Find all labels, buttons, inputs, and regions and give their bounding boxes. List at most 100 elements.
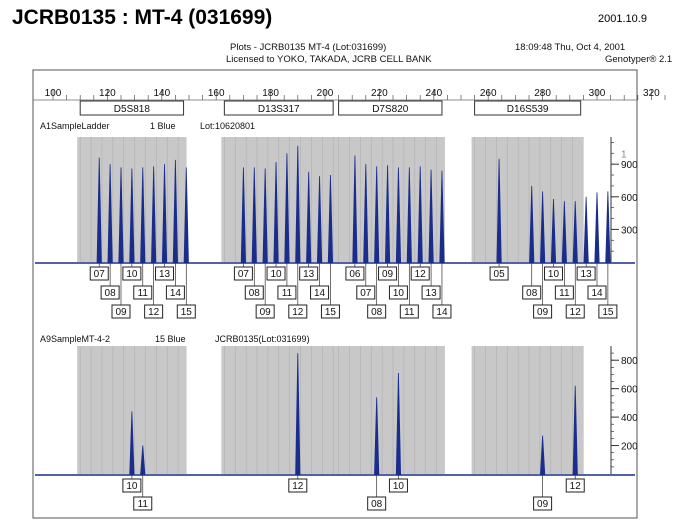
lot-label: JCRB0135(Lot:031699) <box>215 334 310 344</box>
allele-box <box>320 304 340 319</box>
allele-label: 14 <box>436 307 448 318</box>
license-text: Licensed to YOKO, TAKADA, JCRB CELL BANK <box>226 54 432 65</box>
timestamp: 18:09:48 Thu, Oct 4, 2001 <box>515 42 626 53</box>
allele-box <box>155 266 175 281</box>
allele-box <box>144 304 164 319</box>
allele-label: 07 <box>238 269 250 280</box>
sample-name: A9SampleMT-4-2 <box>40 334 110 344</box>
allele-box <box>89 266 109 281</box>
allele-box <box>533 304 553 319</box>
allele-box <box>543 266 563 281</box>
y-tick-label: 800 <box>621 356 638 367</box>
allele-label: 14 <box>170 288 182 299</box>
marker-bin-region <box>335 137 445 262</box>
x-tick-label: 240 <box>425 88 442 99</box>
allele-box <box>111 304 131 319</box>
allele-box <box>410 266 430 281</box>
allele-label: 09 <box>537 499 549 510</box>
y-tick-label: 300 <box>621 225 638 236</box>
page-title: JCRB0135 : MT-4 (031699) <box>12 6 273 29</box>
marker-box <box>338 100 443 116</box>
allele-label: 15 <box>181 307 193 318</box>
allele-box <box>288 304 308 319</box>
allele-label: 10 <box>393 481 405 492</box>
plots-header: Plots - JCRB0135 MT-4 (Lot:031699) <box>230 42 387 53</box>
x-tick-label: 280 <box>534 88 551 99</box>
allele-box <box>356 285 376 300</box>
allele-label: 09 <box>260 307 272 318</box>
allele-label: 13 <box>303 269 315 280</box>
marker-bin-region <box>335 346 445 474</box>
allele-box <box>554 285 574 300</box>
allele-box <box>255 304 275 319</box>
allele-box <box>345 266 365 281</box>
marker-box <box>223 100 334 116</box>
allele-label: 12 <box>292 307 304 318</box>
allele-label: 12 <box>292 481 304 492</box>
allele-box <box>587 285 607 300</box>
allele-box <box>533 496 553 511</box>
peak <box>605 191 611 264</box>
software-version: Genotyper® 2.1 <box>605 54 673 65</box>
x-tick-label: 160 <box>208 88 225 99</box>
x-tick-label: 320 <box>643 88 660 99</box>
allele-label: 13 <box>581 269 593 280</box>
marker-bin-region <box>471 137 584 262</box>
marker-label: D16S539 <box>507 104 549 115</box>
x-tick-label: 260 <box>480 88 497 99</box>
x-tick-label: 200 <box>317 88 334 99</box>
allele-label: 08 <box>371 307 383 318</box>
allele-box <box>522 285 542 300</box>
peak <box>594 192 600 264</box>
marker-box <box>474 100 582 116</box>
allele-box <box>565 304 585 319</box>
allele-label: 11 <box>559 288 570 299</box>
allele-box <box>388 285 408 300</box>
allele-label: 09 <box>537 307 549 318</box>
report-date: 2001.10.9 <box>598 13 647 25</box>
allele-box <box>421 285 441 300</box>
allele-label: 07 <box>94 269 106 280</box>
allele-label: 13 <box>426 288 438 299</box>
allele-box <box>122 478 142 493</box>
allele-box <box>122 266 142 281</box>
allele-box <box>176 304 196 319</box>
allele-label: 12 <box>148 307 160 318</box>
allele-box <box>565 478 585 493</box>
allele-box <box>378 266 398 281</box>
allele-label: 14 <box>591 288 603 299</box>
y-tick-label: 400 <box>621 413 638 424</box>
allele-box <box>244 285 264 300</box>
allele-box <box>288 478 308 493</box>
allele-label: 08 <box>105 288 117 299</box>
x-tick-label: 120 <box>99 88 116 99</box>
x-tick-label: 300 <box>589 88 606 99</box>
allele-label: 08 <box>526 288 538 299</box>
allele-box <box>598 304 618 319</box>
allele-label: 12 <box>570 307 582 318</box>
allele-box <box>165 285 185 300</box>
y-tick-label: 600 <box>621 193 638 204</box>
allele-box <box>310 285 330 300</box>
allele-box <box>133 285 153 300</box>
allele-box <box>367 304 387 319</box>
allele-box <box>576 266 596 281</box>
lot-label: Lot:10620801 <box>200 121 255 131</box>
allele-label: 07 <box>360 288 372 299</box>
allele-label: 12 <box>415 269 427 280</box>
x-tick-label: 180 <box>262 88 279 99</box>
allele-label: 13 <box>159 269 171 280</box>
allele-box <box>277 285 297 300</box>
allele-box <box>367 496 387 511</box>
allele-box <box>100 285 120 300</box>
allele-box <box>233 266 253 281</box>
y-tick-label: 900 <box>621 160 638 171</box>
x-tick-label: 220 <box>371 88 388 99</box>
allele-label: 10 <box>270 269 282 280</box>
marker-bin-region <box>471 346 584 474</box>
marker-label: D7S820 <box>372 104 409 115</box>
peak <box>583 196 589 264</box>
allele-box <box>399 304 419 319</box>
x-tick-label: 100 <box>45 88 62 99</box>
marker-label: D13S317 <box>258 104 300 115</box>
